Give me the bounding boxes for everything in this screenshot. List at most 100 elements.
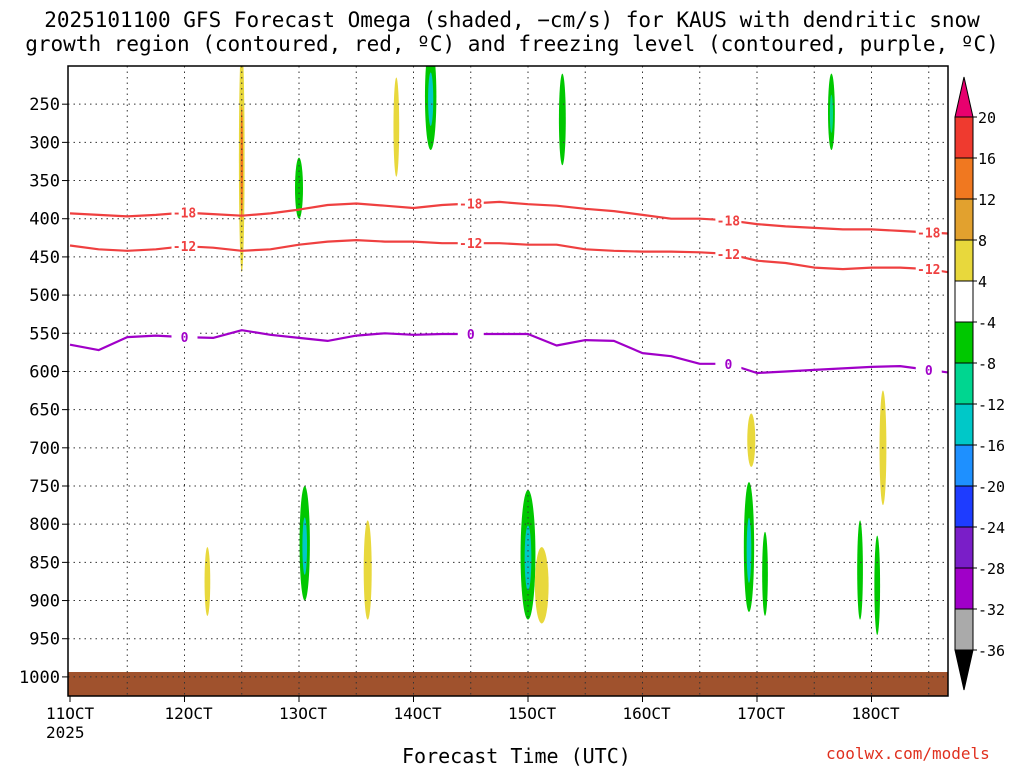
colorbar-segment-13	[954, 608, 974, 651]
surface-ground	[68, 672, 948, 696]
time-axis: 11OCT 12OCT 13OCT 14OCT 15OCT 16OCT 17OCT 18OCT…	[46, 696, 900, 742]
x-tick-label-15OCT: 15OCT	[508, 704, 557, 723]
contour-label-bg-0-3	[915, 224, 942, 240]
omega-cell-core-15	[829, 94, 833, 133]
grid-lines	[68, 66, 948, 696]
x-tick-label-13OCT: 13OCT	[279, 704, 328, 723]
contour-line-2	[69, 329, 948, 375]
contour-label-2-1: 0	[467, 328, 475, 343]
contour-label-1-2: -12	[717, 248, 740, 263]
contour-label-0-3: -18	[917, 226, 941, 241]
colorbar-label-12: -32	[978, 601, 1005, 619]
colorbar-segment-10	[954, 485, 974, 528]
omega-cell-core-13	[428, 72, 434, 126]
omega-shading-layer	[204, 66, 976, 635]
contour-label-bg-2-2	[715, 355, 742, 371]
contour-label-1-3: -12	[917, 263, 940, 278]
contour-label-bg-1-0	[171, 238, 198, 254]
colorbar-label-2: 12	[978, 191, 996, 209]
x-tick-label-14OCT: 14OCT	[394, 704, 443, 723]
x-axis-title: Forecast Time (UTC)	[402, 744, 631, 768]
y-tick-label-550: 550	[29, 324, 60, 344]
colorbar-segment-6	[954, 321, 974, 364]
omega-cell-14	[558, 73, 566, 166]
x-year-label: 2025	[46, 723, 85, 742]
omega-cell-4	[857, 520, 863, 620]
y-tick-label-1000: 1000	[19, 668, 60, 688]
site-credit: coolwx.com/models	[826, 744, 990, 763]
y-tick-label-400: 400	[29, 210, 60, 230]
omega-cell-9	[204, 547, 211, 616]
contour-line-0	[69, 200, 948, 235]
omega-cell-core-2	[746, 517, 752, 583]
colorbar-label-13: -36	[978, 642, 1005, 660]
contour-label-bg-0-2	[715, 212, 742, 228]
contour-label-bg-0-1	[457, 195, 484, 211]
y-tick-label-350: 350	[29, 172, 60, 192]
colorbar-segment-4	[954, 239, 974, 282]
y-tick-label-950: 950	[29, 630, 60, 650]
contour-label-bg-0-0	[171, 204, 198, 220]
colorbar-segment-2	[954, 157, 974, 200]
y-tick-label-600: 600	[29, 362, 60, 382]
x-tick-label-11OCT: 11OCT	[46, 704, 95, 723]
y-tick-label-800: 800	[29, 515, 60, 535]
colorbar-segment-8	[954, 403, 974, 446]
omega-cell-core-0	[302, 517, 308, 575]
contour-label-2-3: 0	[925, 364, 933, 379]
y-tick-label-900: 900	[29, 592, 60, 612]
y-tick-label-750: 750	[29, 477, 60, 497]
contour-label-bg-2-0	[171, 329, 198, 345]
colorbar-segment-5	[954, 280, 974, 323]
pressure-axis: 250 300 350 400 450 500 550 600 650 700 750 800 850 9…	[19, 95, 68, 688]
colorbar-label-8: -16	[978, 437, 1005, 455]
colorbar-segment-9	[954, 444, 974, 487]
plot-frame	[67, 65, 949, 697]
colorbar-segment-12	[954, 567, 974, 610]
omega-cell-11	[747, 413, 756, 467]
y-tick-label-850: 850	[29, 553, 60, 573]
colorbar-segment-1	[954, 116, 974, 159]
contour-label-bg-1-2	[715, 245, 742, 261]
omega-cell-8	[363, 520, 372, 620]
colorbar-label-0: 20	[978, 109, 996, 127]
omega-cell-core-1	[524, 525, 532, 591]
colorbar: 20 16 12 8 4 -4 -8 -12 -16 -20 -24 -28 -32 -36	[954, 76, 1005, 691]
contour-label-0-1: -18	[459, 197, 483, 212]
contour-label-2-0: 0	[181, 331, 189, 346]
omega-cell-core-18	[240, 106, 244, 221]
contour-label-bg-1-3	[915, 261, 942, 277]
colorbar-label-5: -4	[978, 314, 996, 332]
contour-label-bg-2-3	[915, 361, 942, 377]
colorbar-label-1: 16	[978, 150, 996, 168]
contour-label-2-2: 0	[724, 358, 732, 373]
omega-cell-3	[762, 531, 768, 616]
colorbar-label-6: -8	[978, 355, 996, 373]
omega-cell-5	[874, 535, 881, 635]
omega-cell-17	[393, 77, 400, 177]
colorbar-label-4: 4	[978, 273, 987, 291]
colorbar-label-7: -12	[978, 396, 1005, 414]
contour-line-1	[69, 239, 948, 274]
colorbar-segment-3	[954, 198, 974, 241]
omega-cell-7	[534, 547, 549, 624]
colorbar-segment-11	[954, 526, 974, 569]
y-tick-label-300: 300	[29, 133, 60, 153]
x-tick-label-16OCT: 16OCT	[623, 704, 672, 723]
chart-title-line2: growth region (contoured, red, ºC) and f…	[25, 32, 999, 56]
y-tick-label-500: 500	[29, 286, 60, 306]
contour-label-1-1: -12	[459, 237, 482, 252]
contour-label-0-2: -18	[717, 214, 741, 229]
y-tick-label-650: 650	[29, 401, 60, 421]
x-tick-label-12OCT: 12OCT	[165, 704, 214, 723]
omega-cell-core-16	[973, 84, 976, 130]
colorbar-bottom-arrow	[954, 649, 974, 691]
colorbar-segment-7	[954, 362, 974, 405]
contour-label-1-0: -12	[173, 240, 196, 255]
colorbar-label-9: -20	[978, 478, 1005, 496]
colorbar-label-3: 8	[978, 232, 987, 250]
contour-label-bg-1-1	[457, 235, 484, 251]
y-tick-label-250: 250	[29, 95, 60, 115]
x-tick-label-18OCT: 18OCT	[852, 704, 901, 723]
